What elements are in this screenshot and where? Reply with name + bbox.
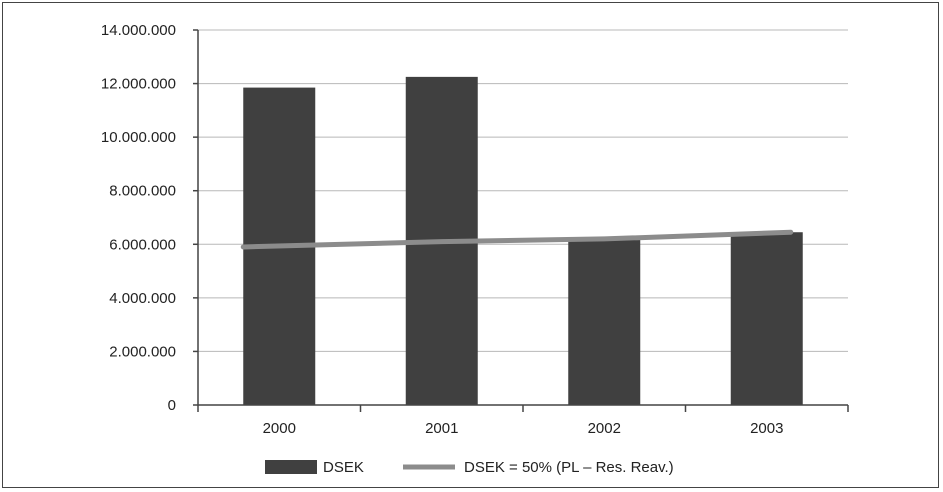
legend-label-bar: DSEK: [323, 459, 364, 476]
y-tick-label: 2.000.000: [109, 343, 176, 360]
y-tick-label: 8.000.000: [109, 183, 176, 200]
bar-2002: [568, 238, 641, 405]
line-path: [240, 229, 794, 250]
legend-label-line: DSEK = 50% (PL – Res. Reav.): [464, 459, 674, 476]
x-tick-label: 2002: [588, 420, 621, 437]
axes: [197, 30, 849, 412]
y-tick-label: 6.000.000: [109, 236, 176, 253]
y-tick-label: 10.000.000: [101, 129, 176, 146]
x-tick-labels: 2000 2001 2002 2003: [263, 420, 784, 437]
x-tick-label: 2001: [425, 420, 458, 437]
y-tick-label: 12.000.000: [101, 76, 176, 93]
y-tick-label: 14.000.000: [101, 22, 176, 39]
x-tick-label: 2003: [750, 420, 783, 437]
legend: DSEK DSEK = 50% (PL – Res. Reav.): [265, 459, 674, 476]
y-tick-label: 0: [168, 397, 176, 414]
bar-2003: [730, 232, 803, 405]
y-tick-labels: 0 2.000.000 4.000.000 6.000.000 8.000.000 10.…: [101, 22, 176, 414]
legend-swatch-bar: [265, 460, 317, 474]
line-series: [240, 229, 794, 250]
x-tick-label: 2000: [263, 420, 296, 437]
y-tick-label: 4.000.000: [109, 290, 176, 307]
